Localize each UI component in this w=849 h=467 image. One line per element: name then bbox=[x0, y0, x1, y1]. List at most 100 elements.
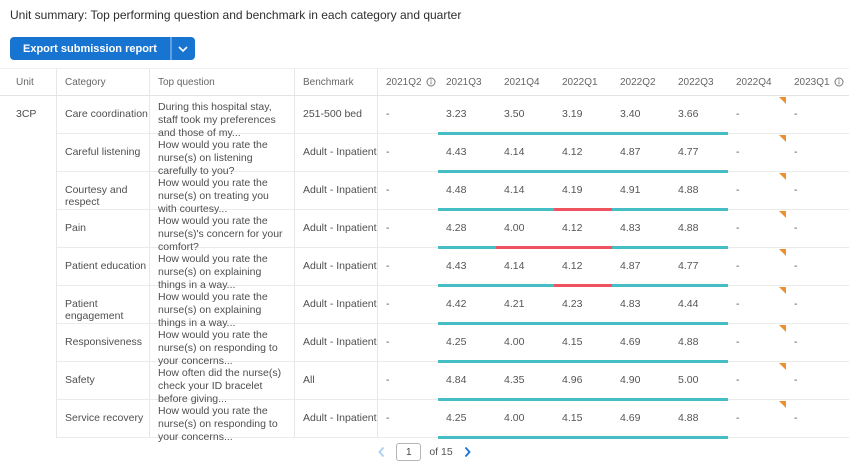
column-header-label: 2023Q1 bbox=[794, 76, 830, 88]
bar-segment-teal bbox=[670, 246, 728, 249]
value-cell-2022Q4: - bbox=[728, 362, 786, 399]
chevron-down-icon bbox=[178, 45, 188, 52]
value-cell-2022Q3: 4.77 bbox=[678, 146, 699, 158]
value-cell-2022Q1: 4.12 bbox=[562, 222, 583, 234]
column-header-label: 2022Q1 bbox=[562, 76, 598, 88]
bar-segment-teal bbox=[612, 322, 670, 325]
value-cell-2021Q4: 4.21 bbox=[504, 298, 525, 310]
value-cell-2022Q4: - bbox=[728, 210, 786, 247]
column-header-label: 2021Q4 bbox=[504, 76, 540, 88]
value-cell-2021Q3: 4.84 bbox=[446, 374, 467, 386]
value-cell-2023Q1: - bbox=[794, 184, 798, 196]
chevron-right-icon bbox=[463, 446, 472, 458]
category-cell: Patient engagement bbox=[57, 286, 150, 323]
annotation-flag-icon bbox=[779, 401, 786, 408]
category-cell: Service recovery bbox=[57, 400, 150, 437]
value-cell-2021Q4: 4.14 bbox=[504, 260, 525, 272]
bar-segment-teal bbox=[438, 360, 496, 363]
value-cell-2022Q1: 4.23 bbox=[562, 298, 583, 310]
page-number-input[interactable]: 1 bbox=[396, 443, 422, 461]
bar-segment-teal bbox=[496, 284, 554, 287]
value-cell-2023Q1: - bbox=[794, 336, 798, 348]
value-cell-2022Q4: - bbox=[728, 134, 786, 171]
value-cell-2022Q1: 3.19 bbox=[562, 108, 583, 120]
value-cell-2022Q2: 4.90 bbox=[620, 374, 641, 386]
question-cell: How would you rate the nurse(s) on respo… bbox=[150, 324, 295, 367]
value-cell-2021Q3: 4.25 bbox=[446, 412, 467, 424]
benchmark-trend-bar bbox=[438, 284, 728, 287]
value-cell-2021Q4: 4.14 bbox=[504, 184, 525, 196]
value-cell-2021Q4: 4.00 bbox=[504, 412, 525, 424]
annotation-flag-icon bbox=[779, 325, 786, 332]
next-page-button[interactable] bbox=[461, 444, 474, 460]
table-row: Service recovery How would you rate the n… bbox=[57, 400, 849, 443]
value-cell-2022Q3: 4.88 bbox=[678, 412, 699, 424]
bar-segment-red bbox=[554, 246, 612, 249]
value-cell-2022Q4: - bbox=[728, 96, 786, 133]
question-cell: How often did the nurse(s) check your ID… bbox=[150, 362, 295, 405]
column-header-unit: Unit bbox=[0, 69, 57, 95]
question-cell: How would you rate the nurse(s) on respo… bbox=[150, 400, 295, 443]
value-cell-2022Q3: 5.00 bbox=[678, 374, 699, 386]
value-cell-2021Q4: 4.00 bbox=[504, 222, 525, 234]
export-submission-report-button[interactable]: Export submission report bbox=[10, 37, 170, 60]
value-cell-2022Q4: - bbox=[728, 286, 786, 323]
value-cell-2021Q3: 3.23 bbox=[446, 108, 467, 120]
benchmark-cell: Adult - Inpatient bbox=[295, 210, 378, 247]
value-cell-2022Q4: - bbox=[728, 172, 786, 209]
value-cell-2022Q1: 4.96 bbox=[562, 374, 583, 386]
bar-segment-teal bbox=[438, 208, 496, 211]
bar-segment-teal bbox=[438, 322, 496, 325]
value-cell-2021Q2: - bbox=[386, 146, 390, 158]
value-cell-2023Q1: - bbox=[794, 222, 798, 234]
column-header-label: 2021Q2 bbox=[386, 76, 422, 88]
page-title: Unit summary: Top performing question an… bbox=[10, 8, 462, 22]
benchmark-trend-bar bbox=[438, 132, 728, 135]
export-options-dropdown-button[interactable] bbox=[169, 37, 195, 60]
category-cell: Care coordination bbox=[57, 96, 150, 133]
value-cell-2022Q3: 4.77 bbox=[678, 260, 699, 272]
value-cell-2022Q3: 4.88 bbox=[678, 222, 699, 234]
value-cell-2022Q2: 3.40 bbox=[620, 108, 641, 120]
table-rows: Care coordination During this hospital st… bbox=[57, 96, 849, 443]
table-row: Patient education How would you rate the … bbox=[57, 248, 849, 291]
benchmark-cell: Adult - Inpatient bbox=[295, 172, 378, 209]
value-cell-2022Q1: 4.15 bbox=[562, 336, 583, 348]
value-cell-2021Q2: - bbox=[386, 412, 390, 424]
previous-page-button[interactable] bbox=[375, 444, 388, 460]
column-header-category: Category bbox=[57, 69, 150, 95]
category-cell: Careful listening bbox=[57, 134, 150, 171]
category-cell: Patient education bbox=[57, 248, 150, 285]
bar-segment-teal bbox=[496, 322, 554, 325]
bar-segment-teal bbox=[670, 398, 728, 401]
value-cell-2022Q2: 4.87 bbox=[620, 146, 641, 158]
value-cell-2023Q1: - bbox=[794, 108, 798, 120]
column-header-label: 2022Q4 bbox=[736, 76, 772, 88]
value-cell-2022Q2: 4.83 bbox=[620, 222, 641, 234]
bar-segment-teal bbox=[554, 170, 612, 173]
category-cell: Responsiveness bbox=[57, 324, 150, 361]
bar-segment-teal bbox=[670, 208, 728, 211]
value-cell-2021Q2: - bbox=[386, 108, 390, 120]
bar-segment-teal bbox=[670, 322, 728, 325]
bar-segment-teal bbox=[438, 170, 496, 173]
bar-segment-teal bbox=[554, 322, 612, 325]
annotation-flag-icon bbox=[779, 363, 786, 370]
info-icon[interactable] bbox=[426, 77, 436, 87]
value-cell-2023Q1: - bbox=[794, 298, 798, 310]
category-cell: Pain bbox=[57, 210, 150, 247]
info-icon[interactable] bbox=[834, 77, 844, 87]
value-cell-2021Q4: 3.50 bbox=[504, 108, 525, 120]
value-cell-2022Q4: - bbox=[728, 400, 786, 437]
value-cell-2021Q2: - bbox=[386, 298, 390, 310]
bar-segment-teal bbox=[496, 208, 554, 211]
bar-segment-teal bbox=[438, 246, 496, 249]
question-cell: How would you rate the nurse(s) on liste… bbox=[150, 134, 295, 177]
question-cell: How would you rate the nurse(s) on expla… bbox=[150, 286, 295, 329]
column-header-2021Q2: 2021Q2 bbox=[378, 69, 438, 95]
annotation-flag-icon bbox=[779, 211, 786, 218]
question-cell: How would you rate the nurse(s) on expla… bbox=[150, 248, 295, 291]
benchmark-cell: Adult - Inpatient bbox=[295, 286, 378, 323]
column-header-2022Q2: 2022Q2 bbox=[612, 69, 670, 95]
bar-segment-teal bbox=[670, 436, 728, 439]
